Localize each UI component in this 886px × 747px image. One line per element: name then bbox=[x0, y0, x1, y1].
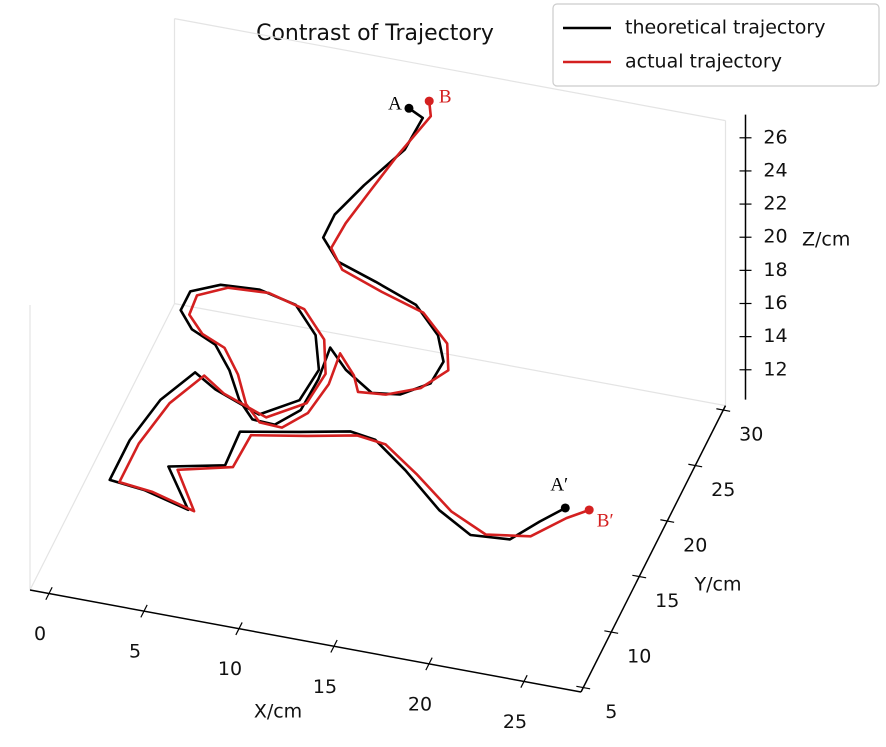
x-tick-label: 20 bbox=[408, 693, 432, 715]
legend-label: actual trajectory bbox=[625, 51, 782, 73]
trajectory-line bbox=[108, 107, 566, 541]
z-tick-label: 18 bbox=[763, 259, 787, 281]
endpoint-label: B bbox=[439, 86, 452, 107]
endpoint-label: A bbox=[388, 94, 402, 115]
x-tick bbox=[330, 639, 338, 653]
endpoint-label: A′ bbox=[550, 474, 568, 495]
endpoint-marker bbox=[560, 503, 570, 513]
y-tick-label: 5 bbox=[605, 701, 617, 723]
endpoint-marker bbox=[424, 96, 434, 106]
z-axis-label: Z/cm bbox=[802, 229, 850, 251]
x-tick-label: 15 bbox=[313, 676, 337, 698]
x-tick bbox=[235, 622, 243, 636]
y-tick bbox=[632, 574, 647, 579]
y-tick-label: 30 bbox=[739, 424, 763, 446]
y-tick bbox=[716, 408, 731, 412]
y-tick bbox=[660, 519, 675, 523]
endpoint-marker bbox=[404, 103, 414, 113]
chart-title: Contrast of Trajectory bbox=[256, 21, 494, 46]
z-tick-label: 24 bbox=[763, 159, 787, 181]
x-tick bbox=[45, 586, 53, 601]
y-axis-line bbox=[580, 405, 727, 693]
x-tick-label: 0 bbox=[34, 623, 46, 645]
x-tick-label: 25 bbox=[503, 711, 527, 733]
x-axis-label: X/cm bbox=[254, 701, 302, 723]
y-tick-label: 15 bbox=[655, 590, 679, 612]
y-tick-label: 10 bbox=[627, 646, 651, 668]
endpoint-label: B′ bbox=[597, 510, 614, 531]
x-tick-label: 5 bbox=[129, 641, 141, 663]
legend-box bbox=[552, 3, 880, 87]
y-axis-label: Y/cm bbox=[694, 574, 742, 596]
pane-edge bbox=[174, 303, 726, 407]
y-tick-label: 25 bbox=[711, 479, 735, 501]
z-tick-label: 14 bbox=[763, 325, 787, 347]
x-tick-label: 10 bbox=[218, 658, 242, 680]
pane-edge bbox=[29, 303, 176, 591]
pane-edge bbox=[174, 18, 726, 122]
z-tick-label: 12 bbox=[763, 358, 787, 380]
z-tick-label: 22 bbox=[763, 193, 787, 215]
x-tick bbox=[425, 657, 433, 671]
trajectory-line bbox=[118, 100, 590, 538]
z-tick-label: 16 bbox=[763, 292, 787, 314]
x-axis-line bbox=[29, 589, 582, 693]
x-tick bbox=[140, 604, 148, 618]
y-tick bbox=[604, 630, 619, 634]
endpoint-marker bbox=[584, 505, 594, 515]
z-tick-label: 20 bbox=[763, 226, 787, 248]
legend-label: theoretical trajectory bbox=[625, 17, 825, 39]
y-tick bbox=[688, 463, 703, 468]
y-tick bbox=[576, 685, 591, 690]
y-tick-label: 20 bbox=[683, 535, 707, 557]
z-tick-label: 26 bbox=[763, 126, 787, 148]
x-tick bbox=[520, 674, 528, 688]
